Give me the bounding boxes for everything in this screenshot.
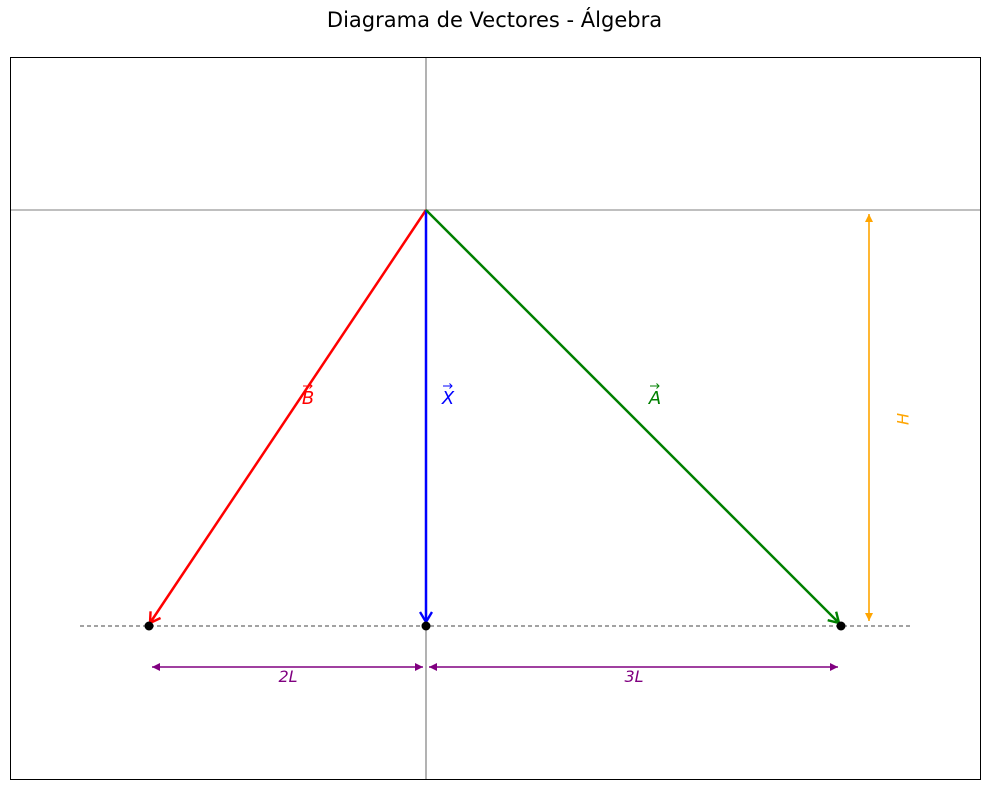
vector-a-arrow [425,209,839,623]
plot-frame [10,57,981,780]
vector-x-accent-icon [443,383,453,389]
point-left [144,621,154,631]
right-span-label: 3L [624,667,643,686]
vector-b-accent-icon [303,383,313,389]
vector-x-label-text: X [441,388,455,409]
height-dimension-label: H [894,413,913,425]
vector-b-label-text: B [302,388,314,409]
left-span-label: 2L [278,667,297,686]
vector-b-label: B [302,383,314,409]
vector-b-arrow [150,209,428,623]
vector-a-label: A [648,383,661,409]
point-center [421,621,431,631]
vector-a-accent-icon [650,383,660,389]
diagram-title: Diagrama de Vectores - Álgebra [326,8,663,32]
vector-x-label: X [441,383,455,409]
vector-a-label-text: A [648,388,661,409]
point-right [836,621,846,631]
